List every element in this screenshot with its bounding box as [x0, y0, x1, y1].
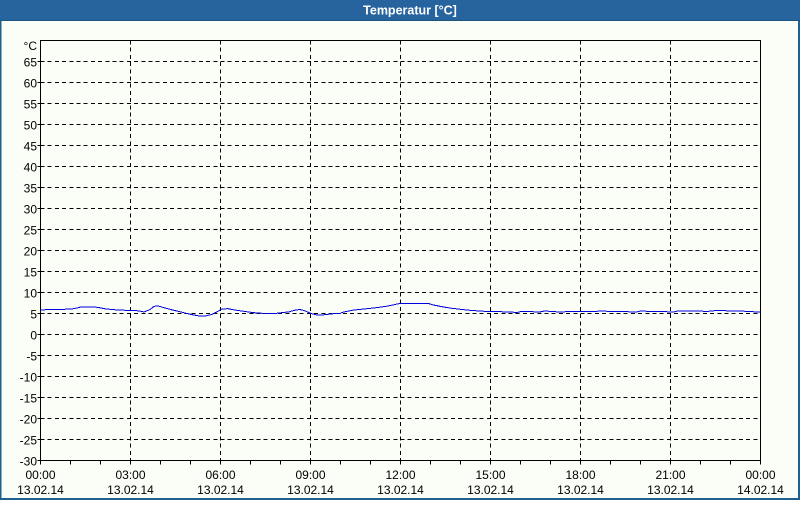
svg-text:21:00: 21:00 [655, 468, 685, 482]
svg-text:13.02.14: 13.02.14 [377, 483, 424, 497]
svg-text:Temperatur [°C]: Temperatur [°C] [363, 3, 457, 17]
svg-text:12:00: 12:00 [385, 468, 415, 482]
svg-text:09:00: 09:00 [295, 468, 325, 482]
svg-text:13.02.14: 13.02.14 [467, 483, 514, 497]
svg-text:65: 65 [24, 56, 38, 70]
svg-text:-5: -5 [26, 350, 37, 364]
svg-text:-30: -30 [20, 455, 38, 469]
svg-text:14.02.14: 14.02.14 [737, 483, 784, 497]
svg-text:55: 55 [24, 98, 38, 112]
svg-text:°C: °C [24, 39, 38, 53]
svg-text:13.02.14: 13.02.14 [287, 483, 334, 497]
svg-text:45: 45 [24, 140, 38, 154]
svg-text:25: 25 [24, 224, 38, 238]
svg-text:30: 30 [24, 203, 38, 217]
svg-text:06:00: 06:00 [205, 468, 235, 482]
svg-text:50: 50 [24, 119, 38, 133]
svg-text:13.02.14: 13.02.14 [17, 483, 64, 497]
svg-text:0: 0 [30, 329, 37, 343]
svg-text:18:00: 18:00 [565, 468, 595, 482]
svg-text:13.02.14: 13.02.14 [557, 483, 604, 497]
svg-text:00:00: 00:00 [745, 468, 775, 482]
svg-text:-15: -15 [20, 392, 38, 406]
svg-text:15:00: 15:00 [475, 468, 505, 482]
svg-text:35: 35 [24, 182, 38, 196]
svg-text:15: 15 [24, 266, 38, 280]
svg-text:00:00: 00:00 [25, 468, 55, 482]
svg-text:13.02.14: 13.02.14 [647, 483, 694, 497]
svg-text:60: 60 [24, 77, 38, 91]
svg-text:13.02.14: 13.02.14 [197, 483, 244, 497]
svg-text:-20: -20 [20, 413, 38, 427]
svg-text:03:00: 03:00 [115, 468, 145, 482]
svg-text:13.02.14: 13.02.14 [107, 483, 154, 497]
svg-text:5: 5 [30, 308, 37, 322]
svg-text:-10: -10 [20, 371, 38, 385]
svg-text:40: 40 [24, 161, 38, 175]
svg-text:10: 10 [24, 287, 38, 301]
svg-text:20: 20 [24, 245, 38, 259]
svg-text:-25: -25 [20, 434, 38, 448]
